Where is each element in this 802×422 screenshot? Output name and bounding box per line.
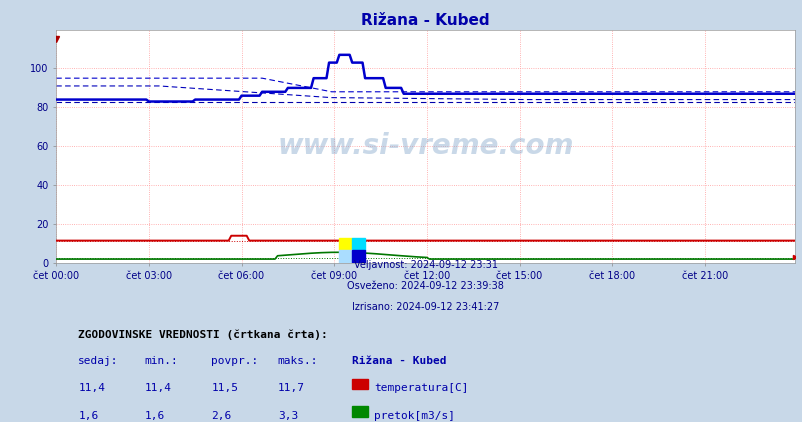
- Text: pretok[m3/s]: pretok[m3/s]: [374, 411, 454, 421]
- Bar: [339, 238, 352, 250]
- Text: Veljavnost: 2024-09-12 23:31: Veljavnost: 2024-09-12 23:31: [353, 260, 497, 270]
- Text: 11,4: 11,4: [144, 384, 172, 393]
- Bar: [352, 238, 365, 250]
- Text: 2,6: 2,6: [211, 411, 231, 421]
- Text: sedaj:: sedaj:: [79, 356, 119, 366]
- Text: 3,3: 3,3: [277, 411, 298, 421]
- Bar: [339, 250, 352, 263]
- Text: www.si-vreme.com: www.si-vreme.com: [277, 132, 573, 160]
- Text: temperatura[C]: temperatura[C]: [374, 384, 468, 393]
- Bar: [351, 379, 367, 390]
- Bar: [352, 250, 365, 263]
- Title: Rižana - Kubed: Rižana - Kubed: [361, 14, 489, 28]
- Text: 1,6: 1,6: [144, 411, 165, 421]
- Text: Izrisano: 2024-09-12 23:41:27: Izrisano: 2024-09-12 23:41:27: [351, 302, 499, 312]
- Text: 11,5: 11,5: [211, 384, 238, 393]
- Text: 1,6: 1,6: [79, 411, 99, 421]
- Text: Osveženo: 2024-09-12 23:39:38: Osveženo: 2024-09-12 23:39:38: [346, 281, 504, 291]
- Text: Rižana - Kubed: Rižana - Kubed: [351, 356, 446, 366]
- Text: 11,4: 11,4: [79, 384, 105, 393]
- Text: maks.:: maks.:: [277, 356, 318, 366]
- Text: min.:: min.:: [144, 356, 178, 366]
- Text: ZGODOVINSKE VREDNOSTI (črtkana črta):: ZGODOVINSKE VREDNOSTI (črtkana črta):: [79, 329, 328, 340]
- Bar: [351, 406, 367, 417]
- Text: 11,7: 11,7: [277, 384, 305, 393]
- Text: povpr.:: povpr.:: [211, 356, 258, 366]
